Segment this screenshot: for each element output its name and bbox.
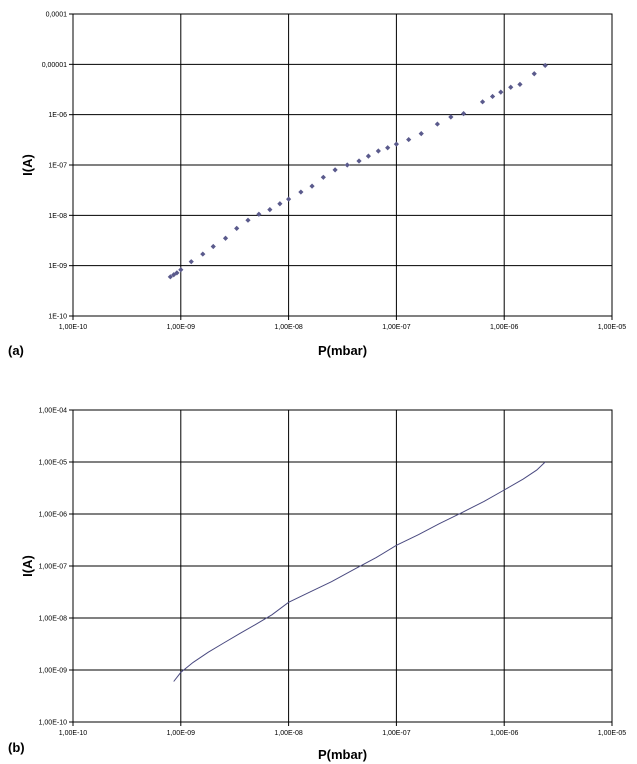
x-tick-labels-a: 1,00E-10 1,00E-09 1,00E-08 1,00E-07 1,00E-06… bbox=[59, 316, 627, 331]
x-tick-label: 1,00E-07 bbox=[382, 324, 411, 331]
y-tick-label: 1E-07 bbox=[48, 163, 67, 170]
data-point bbox=[171, 272, 177, 278]
data-point bbox=[517, 81, 523, 87]
x-tick-label: 1,00E-08 bbox=[274, 324, 303, 331]
y-tick-labels-a: 1E-10 1E-09 1E-08 1E-07 1E-06 0,00001 0,0001 bbox=[42, 12, 73, 321]
data-point bbox=[498, 89, 504, 95]
y-tick-label: 1E-06 bbox=[48, 112, 67, 119]
x-tick-label: 1,00E-09 bbox=[167, 324, 196, 331]
data-point bbox=[174, 270, 180, 276]
data-point bbox=[434, 121, 440, 127]
y-tick-label: 1,00E-06 bbox=[39, 512, 68, 519]
data-point bbox=[200, 251, 206, 257]
x-tick-label: 1,00E-10 bbox=[59, 324, 88, 331]
data-point bbox=[267, 206, 273, 213]
x-tick-label: 1,00E-06 bbox=[490, 324, 519, 331]
y-axis-title-a: I(A) bbox=[20, 154, 35, 176]
x-tick-label: 1,00E-05 bbox=[598, 324, 627, 331]
data-point bbox=[277, 201, 283, 207]
data-point bbox=[234, 225, 240, 232]
data-point bbox=[245, 217, 251, 223]
y-tick-label: 0,0001 bbox=[46, 12, 68, 19]
y-tick-label: 1,00E-04 bbox=[39, 408, 68, 415]
x-tick-label: 1,00E-06 bbox=[490, 730, 519, 737]
panel-label-b: (b) bbox=[8, 740, 25, 755]
data-point bbox=[479, 99, 486, 105]
x-tick-labels-b: 1,00E-10 1,00E-09 1,00E-08 1,00E-07 1,00E-06… bbox=[59, 722, 627, 737]
data-point bbox=[178, 267, 184, 273]
y-tick-labels-b: 1,00E-10 1,00E-09 1,00E-08 1,00E-07 1,00E-06… bbox=[39, 408, 73, 727]
data-point bbox=[418, 131, 424, 137]
data-point bbox=[460, 111, 467, 117]
data-point bbox=[309, 183, 315, 189]
data-point bbox=[320, 174, 326, 180]
y-tick-label: 1E-09 bbox=[48, 263, 67, 270]
y-tick-label: 1,00E-08 bbox=[39, 616, 68, 623]
data-point bbox=[489, 93, 496, 100]
gridlines-b bbox=[72, 409, 613, 723]
x-tick-label: 1,00E-07 bbox=[382, 730, 411, 737]
data-point bbox=[531, 71, 537, 77]
chart-panel-a: 1,00E-10 1,00E-09 1,00E-08 1,00E-07 1,00E-06… bbox=[8, 12, 626, 359]
x-axis-title-a: P(mbar) bbox=[318, 343, 367, 358]
y-tick-label: 1,00E-05 bbox=[39, 460, 68, 467]
x-axis-title-b: P(mbar) bbox=[318, 747, 367, 762]
data-point bbox=[508, 84, 514, 90]
y-axis-title-b: I(A) bbox=[20, 555, 35, 577]
data-point bbox=[256, 211, 262, 217]
x-tick-label: 1,00E-10 bbox=[59, 730, 88, 737]
data-point bbox=[365, 153, 372, 159]
data-point bbox=[448, 114, 454, 120]
data-point bbox=[222, 235, 229, 241]
data-point bbox=[356, 158, 362, 164]
y-tick-label: 1,00E-09 bbox=[39, 668, 68, 675]
data-line-b bbox=[173, 461, 546, 682]
y-tick-label: 1E-08 bbox=[48, 213, 67, 220]
x-tick-label: 1,00E-08 bbox=[274, 730, 303, 737]
data-markers-a bbox=[167, 62, 548, 280]
x-tick-label: 1,00E-05 bbox=[598, 730, 627, 737]
data-point bbox=[298, 189, 304, 195]
chart-panel-b: 1,00E-10 1,00E-09 1,00E-08 1,00E-07 1,00E-06… bbox=[8, 408, 626, 763]
data-point bbox=[332, 167, 338, 173]
data-point bbox=[286, 196, 292, 202]
y-tick-label: 0,00001 bbox=[42, 62, 67, 69]
panel-label-a: (a) bbox=[8, 343, 24, 358]
data-point bbox=[375, 148, 381, 154]
y-tick-label: 1E-10 bbox=[48, 314, 67, 321]
data-point bbox=[344, 162, 350, 168]
data-point bbox=[393, 141, 399, 147]
data-point bbox=[385, 145, 391, 151]
y-tick-label: 1,00E-07 bbox=[39, 564, 68, 571]
x-tick-label: 1,00E-09 bbox=[167, 730, 196, 737]
data-point bbox=[406, 136, 412, 143]
y-tick-label: 1,00E-10 bbox=[39, 720, 68, 727]
data-point bbox=[210, 243, 216, 250]
data-point bbox=[188, 259, 194, 265]
data-point bbox=[167, 274, 173, 280]
series-line bbox=[173, 461, 546, 682]
data-point bbox=[542, 62, 548, 69]
